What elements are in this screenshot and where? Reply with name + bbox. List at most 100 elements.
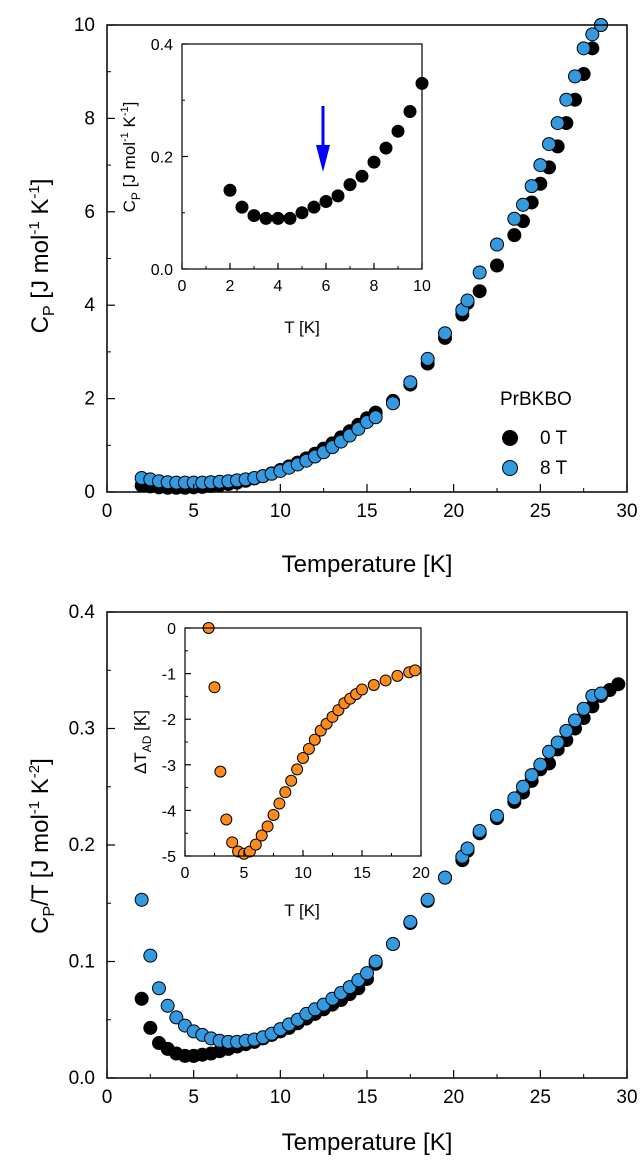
- y-tick-label: 10: [74, 15, 95, 36]
- legend-marker-8t: [502, 460, 518, 476]
- x-tick-label: 0: [178, 278, 187, 295]
- data-point: [134, 991, 149, 1006]
- y-tick-label: -2: [162, 712, 176, 729]
- data-point: [307, 200, 321, 214]
- top-inset-background: [182, 44, 422, 269]
- bottom-inset-xlabel: T [K]: [284, 901, 320, 920]
- series-8t: [134, 18, 608, 490]
- series-0t: [223, 76, 429, 225]
- data-point: [542, 744, 556, 759]
- data-point: [460, 841, 475, 856]
- y-tick-label: 2: [84, 389, 95, 410]
- bottom-main-chart: 0 5 10 15 20 25 30 0.0 0.1 0.2 0.3 0.4 Temperature …: [26, 602, 638, 1156]
- data-point: [295, 206, 309, 220]
- data-point: [223, 183, 237, 197]
- data-point: [368, 954, 383, 969]
- data-point: [490, 808, 504, 823]
- x-tick-label: 0: [181, 865, 190, 882]
- data-point: [472, 824, 487, 839]
- data-point: [261, 820, 274, 833]
- data-point: [285, 774, 298, 787]
- bottom-inset-background: [185, 628, 421, 856]
- x-tick-label: 6: [322, 278, 331, 295]
- data-point: [391, 669, 404, 682]
- data-point: [271, 211, 285, 225]
- y-tick-label: 0: [84, 482, 95, 503]
- data-point: [297, 751, 309, 764]
- data-point: [283, 211, 297, 225]
- bottom-inset-marks: [202, 622, 422, 860]
- data-point: [507, 211, 522, 226]
- data-point: [235, 200, 249, 214]
- data-point: [308, 733, 321, 746]
- top-inset-chart: 0 2 4 6 8 10 0.0 0.2 0.4 T [K] CP [J mol-1 K-1]: [119, 37, 431, 337]
- x-tick-label: 10: [294, 865, 312, 882]
- data-point: [134, 892, 149, 907]
- data-point: [585, 27, 600, 42]
- x-tick-label: 20: [443, 501, 464, 522]
- data-point: [472, 284, 487, 299]
- data-point: [550, 116, 565, 131]
- top-main-frame: [106, 24, 628, 493]
- arrow-marker: [316, 106, 330, 172]
- y-tick-label: 0.4: [69, 602, 96, 623]
- top-inset-frame: [181, 43, 423, 270]
- y-tick-label: 0.3: [69, 719, 95, 740]
- data-point: [391, 124, 405, 138]
- x-tick-label: 20: [443, 1087, 464, 1108]
- data-point: [409, 664, 422, 677]
- data-point: [403, 375, 418, 390]
- bottom-inset-ylabel: ΔTAD [K]: [131, 710, 154, 774]
- data-point: [319, 195, 333, 208]
- bottom-main-frame: [106, 611, 628, 1079]
- y-tick-label: -1: [162, 667, 176, 684]
- data-point: [367, 679, 380, 691]
- data-point: [279, 786, 292, 799]
- x-tick-label: 10: [270, 1087, 291, 1108]
- x-tick-label: 5: [188, 501, 199, 522]
- bottom-inset-ticks: 0 5 10 15 20 -5 -4 -3 -2 -1 0: [162, 621, 430, 882]
- y-tick-label: 6: [84, 202, 95, 223]
- data-point: [386, 396, 400, 411]
- data-point: [247, 209, 261, 223]
- bottom-main-xlabel: Temperature [K]: [282, 1129, 453, 1156]
- data-point: [249, 838, 262, 851]
- data-point: [169, 1010, 184, 1025]
- data-point: [255, 829, 268, 842]
- y-tick-label: 0.4: [151, 37, 173, 54]
- data-point: [490, 237, 504, 252]
- y-tick-label: 0.0: [151, 262, 173, 279]
- data-point: [208, 681, 221, 694]
- data-point: [367, 155, 381, 169]
- data-point: [143, 948, 158, 963]
- x-tick-label: 5: [188, 1087, 199, 1108]
- data-point: [379, 674, 392, 687]
- y-tick-label: 0.2: [69, 835, 95, 856]
- x-tick-label: 4: [274, 278, 283, 295]
- x-tick-label: 15: [353, 865, 371, 882]
- data-point: [507, 228, 522, 243]
- data-point: [160, 998, 175, 1013]
- data-point: [472, 265, 487, 280]
- bottom-inset-frame: [184, 627, 422, 857]
- x-tick-label: 10: [413, 278, 431, 295]
- data-point: [559, 92, 574, 107]
- x-tick-label: 5: [240, 865, 249, 882]
- top-main-xlabel: Temperature [K]: [282, 551, 453, 578]
- bottom-main-marks: [134, 677, 626, 1063]
- data-point: [516, 197, 530, 212]
- data-point: [420, 351, 435, 366]
- data-point: [524, 768, 539, 783]
- x-tick-label: 15: [356, 1087, 377, 1108]
- data-point: [550, 735, 565, 750]
- data-point: [611, 677, 626, 692]
- data-point: [438, 326, 452, 341]
- data-point: [403, 914, 418, 929]
- data-point: [302, 742, 315, 755]
- data-point: [360, 966, 374, 981]
- top-inset-xlabel: T [K]: [284, 318, 320, 337]
- data-point: [386, 937, 400, 952]
- y-tick-label: -5: [162, 849, 176, 866]
